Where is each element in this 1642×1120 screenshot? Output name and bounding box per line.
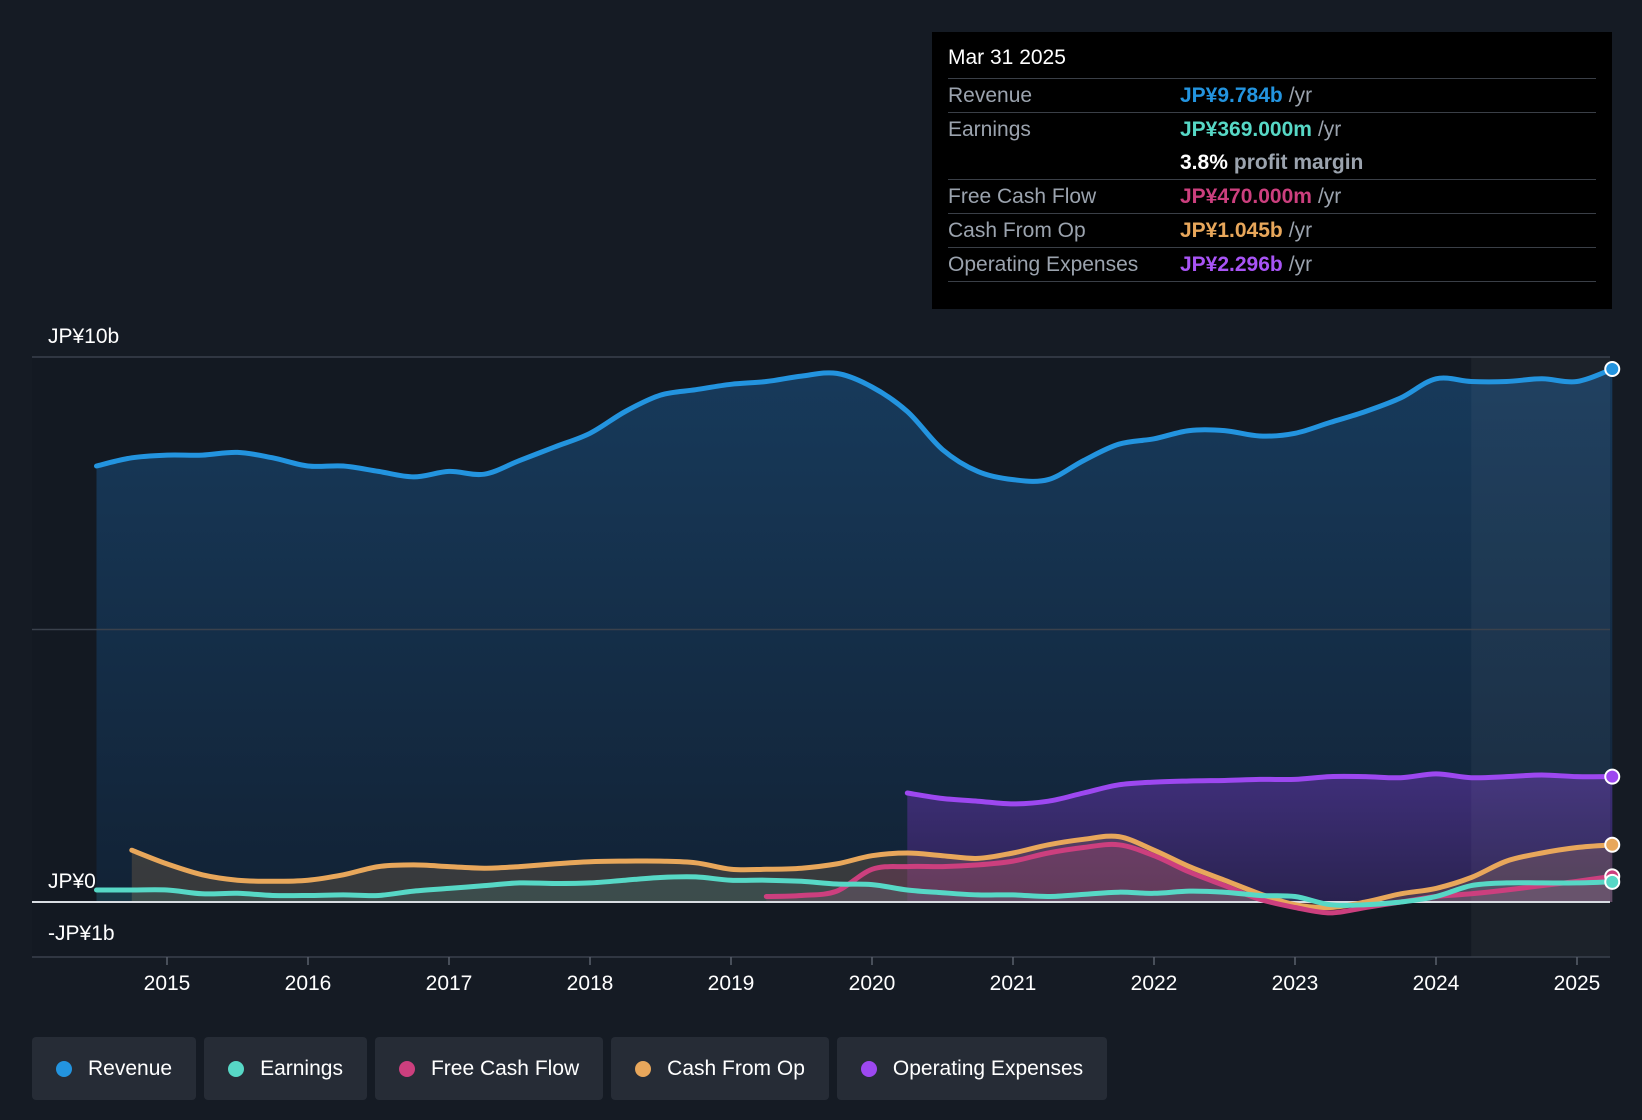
legend-label: Revenue [88, 1056, 173, 1080]
legend-dot-icon [860, 1060, 877, 1077]
x-tick-label: 2019 [708, 972, 755, 995]
earnings-end-dot [1604, 873, 1621, 890]
tooltip-unit: /yr [1288, 218, 1313, 242]
legend-item-free-cash-flow[interactable]: Free Cash Flow [374, 1037, 604, 1100]
tooltip-row-revenue: Revenue JP¥9.784b /yr [948, 78, 1596, 112]
tooltip-row-cfo: Cash From Op JP¥1.045b /yr [948, 213, 1596, 247]
x-axis-ticks: 2015 2016 2017 2018 2019 2020 2021 2022 2023 2024… [144, 957, 1601, 995]
tooltip-value: JP¥2.296b [1180, 252, 1283, 276]
x-tick-label: 2022 [1131, 972, 1178, 995]
tooltip-label: Revenue [948, 83, 1033, 107]
operating-expenses-line [904, 771, 1615, 807]
profit-margin-text: profit margin [1233, 150, 1364, 174]
tooltip-unit: /yr [1317, 184, 1342, 208]
tooltip-value: JP¥470.000m [1180, 184, 1312, 208]
legend-dot-icon [398, 1060, 415, 1077]
y-axis-label: -JP¥1b [48, 922, 115, 945]
x-tick-label: 2017 [426, 972, 473, 995]
legend-label: Earnings [260, 1056, 343, 1080]
tooltip-value: JP¥1.045b [1180, 218, 1283, 242]
tooltip-label: Operating Expenses [948, 252, 1139, 276]
earnings-area [96, 876, 1613, 906]
tooltip-label: Free Cash Flow [948, 184, 1097, 208]
tooltip-label: Cash From Op [948, 218, 1086, 242]
y-axis-label: JP¥10b [48, 325, 119, 348]
earnings-line [94, 874, 1615, 908]
legend-item-revenue[interactable]: Revenue [32, 1037, 197, 1100]
x-tick-label: 2025 [1554, 972, 1601, 995]
series-end-dots [1604, 360, 1621, 890]
legend-dot-icon [635, 1060, 652, 1077]
gridlines [32, 356, 1610, 958]
tooltip-unit: /yr [1288, 252, 1313, 276]
y-axis-labels: JP¥10b JP¥0 -JP¥1b [48, 325, 119, 945]
series-lines [94, 366, 1615, 916]
tooltip-row-fcf: Free Cash Flow JP¥470.000m /yr [948, 179, 1596, 213]
profit-margin-pct: 3.8% [1180, 150, 1228, 174]
tooltip-row-earnings: Earnings JP¥369.000m /yr [948, 112, 1596, 146]
legend-label: Free Cash Flow [430, 1056, 580, 1080]
x-tick-label: 2021 [990, 972, 1037, 995]
revenue-area [96, 369, 1613, 902]
x-tick-label: 2023 [1272, 972, 1319, 995]
operating-expenses-end-dot [1604, 768, 1621, 785]
x-tick-label: 2016 [285, 972, 332, 995]
tooltip-row-opex: Operating Expenses JP¥2.296b /yr [948, 247, 1596, 282]
legend-label: Operating Expenses [892, 1056, 1084, 1080]
x-tick-label: 2015 [144, 972, 191, 995]
cash-from-op-end-dot [1604, 836, 1621, 853]
tooltip-value: JP¥9.784b [1180, 83, 1283, 107]
legend-label: Cash From Op [667, 1056, 805, 1080]
x-tick-label: 2020 [849, 972, 896, 995]
legend-item-operating-expenses[interactable]: Operating Expenses [836, 1037, 1108, 1100]
tooltip-value: JP¥369.000m [1180, 117, 1312, 141]
x-tick-label: 2024 [1413, 972, 1460, 995]
free-cash-flow-line [763, 841, 1615, 916]
tooltip-label: Earnings [948, 117, 1031, 141]
revenue-end-dot [1604, 360, 1621, 377]
y-axis-label: JP¥0 [48, 870, 96, 893]
tooltip-date: Mar 31 2025 [948, 46, 1066, 69]
legend-item-cash-from-op[interactable]: Cash From Op [611, 1037, 829, 1100]
legend: Revenue Earnings Free Cash Flow Cash Fro… [32, 1037, 1108, 1100]
tooltip: Mar 31 2025 Revenue JP¥9.784b /yr Earnin… [932, 32, 1612, 309]
tooltip-unit: /yr [1288, 83, 1313, 107]
forecast-highlight-band [1471, 357, 1610, 957]
legend-item-earnings[interactable]: Earnings [204, 1037, 367, 1100]
revenue-line [94, 366, 1615, 484]
tooltip-unit: /yr [1317, 117, 1342, 141]
operating-expenses-area [907, 773, 1613, 902]
tooltip-row-profit-margin: 3.8% profit margin [948, 146, 1596, 179]
cash-from-op-line [129, 833, 1615, 911]
x-tick-label: 2018 [567, 972, 614, 995]
legend-dot-icon [56, 1060, 72, 1077]
legend-dot-icon [228, 1060, 245, 1077]
